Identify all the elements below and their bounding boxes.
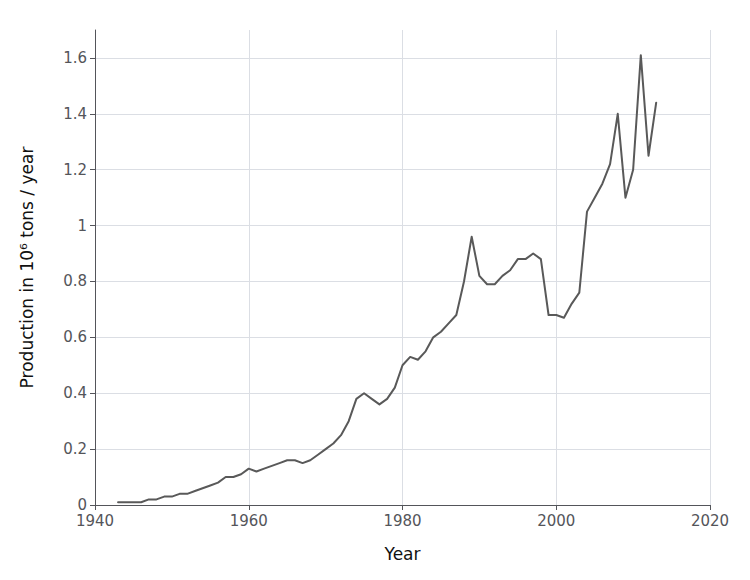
svg-text:1960: 1960 bbox=[230, 512, 268, 530]
svg-text:0.6: 0.6 bbox=[63, 328, 87, 346]
svg-text:Year: Year bbox=[384, 544, 421, 564]
svg-text:1.2: 1.2 bbox=[63, 161, 87, 179]
svg-text:Production in 10⁶ tons / year: Production in 10⁶ tons / year bbox=[17, 147, 37, 389]
svg-text:0.8: 0.8 bbox=[63, 272, 87, 290]
svg-text:0: 0 bbox=[77, 496, 87, 514]
svg-text:2000: 2000 bbox=[537, 512, 575, 530]
svg-text:1940: 1940 bbox=[76, 512, 114, 530]
svg-text:1: 1 bbox=[77, 217, 87, 235]
svg-text:1980: 1980 bbox=[383, 512, 421, 530]
svg-text:2020: 2020 bbox=[691, 512, 729, 530]
svg-text:0.4: 0.4 bbox=[63, 384, 87, 402]
svg-text:0.2: 0.2 bbox=[63, 440, 87, 458]
svg-text:1.6: 1.6 bbox=[63, 49, 87, 67]
svg-text:1.4: 1.4 bbox=[63, 105, 87, 123]
